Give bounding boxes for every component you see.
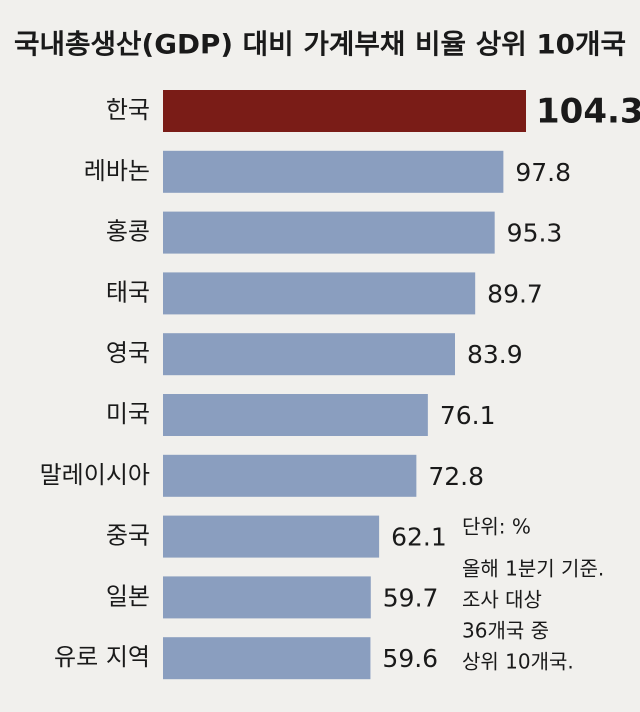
note: 올해 1분기 기준.	[462, 557, 604, 581]
category-label: 홍콩	[106, 218, 150, 246]
bar	[163, 333, 456, 376]
category-label: 레바논	[84, 157, 150, 185]
category-label: 말레이시아	[40, 461, 150, 489]
value-label: 97.8	[515, 158, 571, 187]
note: 단위: %	[462, 515, 531, 539]
value-label: 59.6	[382, 644, 438, 673]
bar	[163, 150, 504, 193]
bar	[163, 576, 371, 619]
value-label: 83.9	[467, 340, 523, 369]
category-label: 중국	[106, 522, 150, 550]
value-label: 76.1	[440, 401, 496, 430]
bar	[163, 515, 380, 558]
value-label: 59.7	[383, 583, 439, 612]
value-label: 104.3	[536, 92, 640, 132]
note: 상위 10개국.	[462, 650, 574, 674]
category-label: 미국	[106, 400, 150, 428]
category-label: 유로 지역	[54, 643, 150, 671]
category-label: 태국	[106, 278, 150, 306]
note: 36개국 중	[462, 619, 549, 643]
bar	[163, 454, 417, 497]
bar	[163, 272, 476, 315]
bar	[163, 90, 526, 132]
category-label: 영국	[106, 339, 150, 367]
value-label: 62.1	[391, 523, 447, 552]
value-label: 72.8	[428, 462, 484, 491]
category-label: 한국	[106, 96, 150, 124]
bar	[163, 211, 495, 254]
bar	[163, 637, 371, 680]
bar	[163, 394, 428, 436]
note: 조사 대상	[462, 588, 542, 612]
value-label: 89.7	[487, 279, 543, 308]
value-label: 95.3	[507, 219, 563, 248]
category-label: 일본	[106, 582, 150, 610]
chart-title: 국내총생산(GDP) 대비 가계부채 비율 상위 10개국	[14, 30, 626, 61]
